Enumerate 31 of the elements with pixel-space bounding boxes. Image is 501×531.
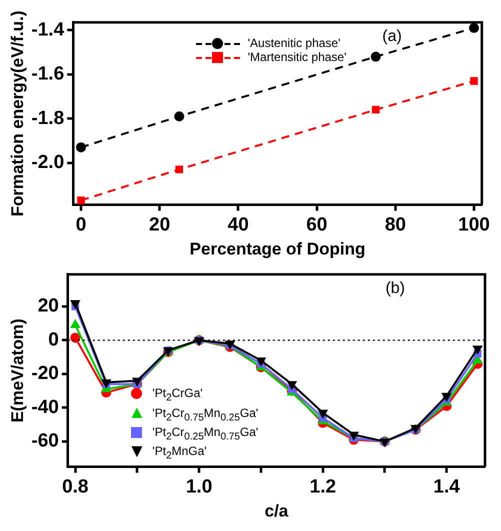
legend-label: 'Pt$_{2}$Cr$_{0.75}$Mn$_{0.25}$Ga'	[152, 406, 258, 424]
x-tick-label: 1.4	[433, 476, 460, 498]
y-tick-label: -40	[31, 396, 59, 418]
y-axis-title: E(meV/atom)	[8, 318, 27, 423]
legend-label: 'Pt$_{2}$MnGa'	[152, 444, 207, 462]
y-tick-label: -60	[31, 430, 59, 452]
x-tick-label: 0.8	[62, 476, 88, 498]
y-tick-label: -2.0	[31, 152, 64, 174]
x-tick-label: 40	[228, 214, 249, 236]
legend-label: 'Martensitic phase'	[248, 50, 346, 64]
x-tick-label: 1.2	[310, 476, 336, 498]
y-tick-label: 20	[38, 296, 59, 317]
x-tick-label: 20	[149, 214, 170, 236]
y-axis-title: Formation energy(eV/f.u.)	[8, 10, 27, 217]
x-axis-title: Percentage of Doping	[190, 239, 366, 258]
x-tick-label: 0	[76, 214, 86, 236]
x-axis-title: c/a	[264, 501, 289, 520]
annotation: (b)	[385, 280, 405, 297]
y-tick-label: -1.4	[31, 19, 65, 40]
x-tick-label: 100	[458, 214, 490, 236]
x-tick-label: 80	[384, 214, 406, 236]
y-tick-label: -1.6	[31, 64, 64, 85]
x-tick-label: 60	[306, 214, 328, 236]
legend-label: 'Pt$_{2}$Cr$_{0.25}$Mn$_{0.75}$Ga'	[152, 425, 258, 442]
y-tick-label: -1.8	[31, 108, 64, 129]
legend-label: 'Pt$_{2}$CrGa'	[152, 386, 203, 404]
annotation: (a)	[382, 28, 402, 45]
x-tick-label: 1.0	[186, 476, 212, 498]
y-tick-label: 0	[48, 329, 59, 350]
y-tick-label: -20	[31, 363, 59, 384]
legend-label: 'Austenitic phase'	[248, 36, 340, 50]
